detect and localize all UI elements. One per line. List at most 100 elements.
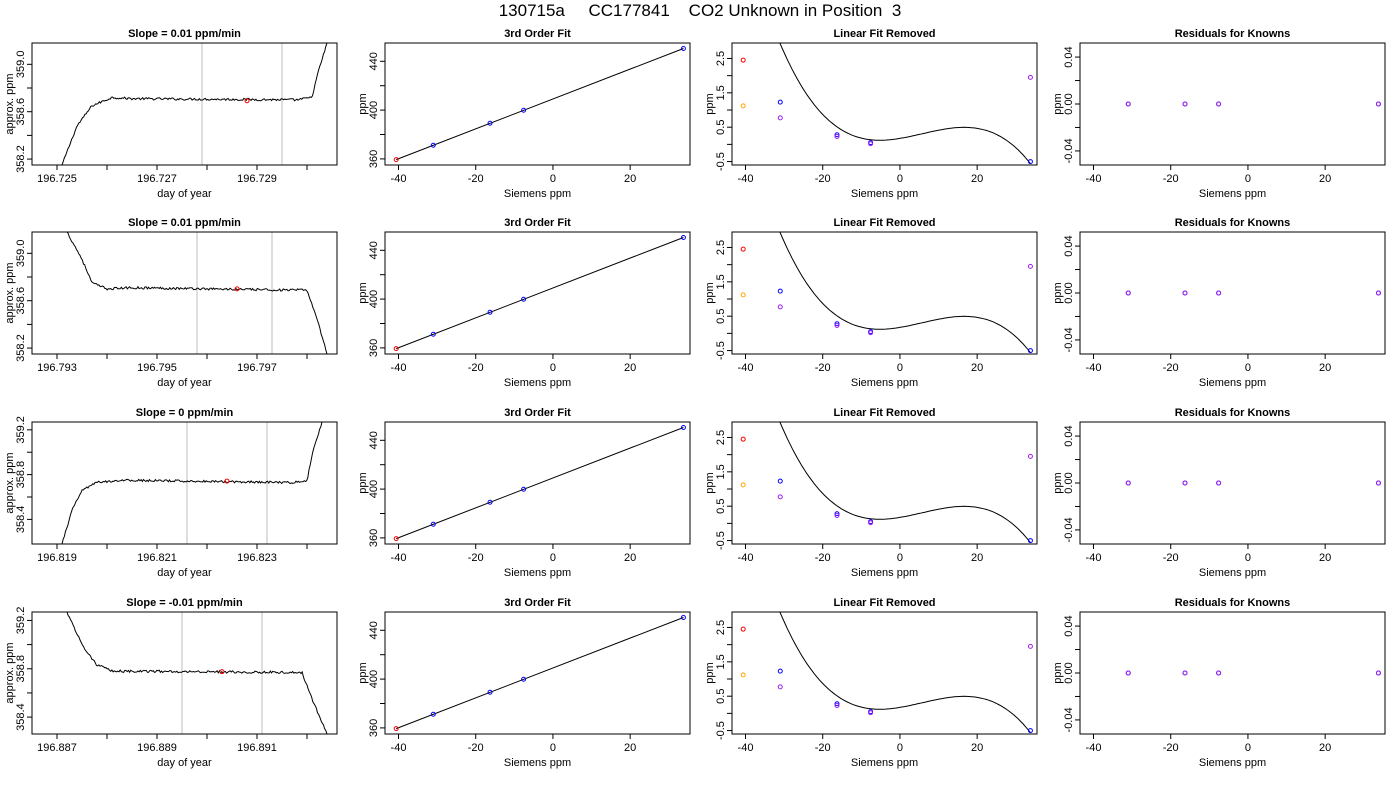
x-tick-label: -20 (468, 362, 484, 374)
x-tick-label: 196.823 (237, 552, 277, 564)
x-tick-label: -40 (738, 742, 754, 754)
x-tick-label: 20 (624, 742, 636, 754)
panel-time-series-row-4: Slope = -0.01 ppm/min 196.887 196.889 196.8… (4, 597, 338, 769)
panel-title: Linear Fit Removed (833, 28, 935, 40)
plot-frame (731, 611, 1038, 735)
x-tick-label: 20 (624, 362, 636, 374)
data-point (1216, 480, 1222, 486)
y-tick-label: 2.5 (715, 51, 727, 66)
panel-title: 3rd Order Fit (504, 28, 571, 40)
data-point (680, 424, 686, 430)
data-point (430, 331, 436, 337)
x-tick-label: 0 (1245, 742, 1251, 754)
fit-curve (779, 43, 1031, 165)
x-tick-label: -20 (1163, 173, 1179, 185)
x-tick-label: 20 (971, 742, 983, 754)
x-tick-label: 196.725 (37, 173, 77, 185)
y-tick-label: 0.00 (1063, 472, 1075, 493)
x-tick-label: 20 (971, 362, 983, 374)
y-axis-label: approx. ppm (4, 452, 16, 513)
y-tick-label: 358.6 (15, 287, 27, 315)
y-tick-label: 359.0 (15, 51, 27, 79)
y-axis-label: approx. ppm (4, 642, 16, 703)
panel-fit-row-4: 3rd Order Fit -40 -20 0 20 360 400 440 Siemens p… (357, 597, 691, 769)
data-point (834, 701, 840, 707)
plot-frame (31, 421, 338, 545)
panel-title: 3rd Order Fit (504, 217, 571, 229)
series-line (61, 43, 328, 165)
data-point (740, 57, 746, 63)
data-point (521, 486, 527, 492)
mean-point (224, 478, 230, 484)
y-tick-label: 358.8 (15, 655, 27, 683)
data-point (1125, 670, 1131, 676)
data-point (430, 142, 436, 148)
x-tick-label: -40 (391, 173, 407, 185)
y-axis-label: ppm (357, 282, 369, 303)
data-point (680, 614, 686, 620)
plot-frame (31, 611, 338, 735)
x-tick-label: 0 (1245, 362, 1251, 374)
y-axis-label: ppm (1052, 472, 1064, 493)
x-axis-label: Siemens ppm (851, 188, 918, 200)
fit-line (396, 427, 684, 540)
panel-linear-removed-row-2: Linear Fit Removed -40 -20 0 20 -0.5 0.5 1.5 2.5… (704, 217, 1038, 389)
y-tick-label: 0.04 (1063, 235, 1075, 256)
panel-fit-row-3: 3rd Order Fit -40 -20 0 20 360 400 440 Siemens p… (357, 407, 691, 579)
y-tick-label: 0.5 (715, 120, 727, 135)
y-tick-label: 0.00 (1063, 662, 1075, 683)
data-point (1375, 290, 1381, 296)
y-tick-label: 360 (368, 339, 380, 357)
y-tick-label: 1.5 (715, 464, 727, 479)
data-point (487, 309, 493, 315)
y-axis-label: ppm (704, 472, 716, 493)
y-tick-label: -0.04 (1063, 707, 1075, 732)
series-line (66, 612, 328, 734)
panel-residuals-row-3: Residuals for Knowns -40 -20 0 20 -0.04 0.00 0.… (1052, 407, 1386, 579)
data-point (487, 689, 493, 695)
panel-time-series-row-2: Slope = 0.01 ppm/min 196.793 196.795 196.79… (4, 217, 338, 389)
data-point (680, 45, 686, 51)
y-tick-label: -0.5 (715, 152, 727, 171)
data-point (740, 482, 746, 488)
plot-area (66, 232, 328, 354)
data-point (393, 536, 399, 542)
plot-area (61, 43, 328, 165)
x-tick-label: 196.821 (137, 552, 177, 564)
data-point (777, 478, 783, 484)
y-tick-label: 358.2 (15, 334, 27, 362)
panel-residuals-row-4: Residuals for Knowns -40 -20 0 20 -0.04 0.00 0.… (1052, 597, 1386, 769)
data-point (740, 436, 746, 442)
x-tick-label: -20 (815, 362, 831, 374)
plot-area (740, 612, 1033, 734)
panel-title: Slope = 0.01 ppm/min (128, 217, 241, 229)
data-point (1125, 101, 1131, 107)
plot-frame (731, 421, 1038, 545)
data-point (1027, 348, 1033, 354)
panel-fit-row-2: 3rd Order Fit -40 -20 0 20 360 400 440 Siemens p… (357, 217, 691, 389)
plot-area (740, 43, 1033, 165)
x-axis-label: Siemens ppm (1199, 188, 1266, 200)
panel-linear-removed-row-1: Linear Fit Removed -40 -20 0 20 -0.5 0.5 1.5 2.5… (704, 28, 1038, 200)
fit-line (396, 617, 684, 730)
x-tick-label: 0 (897, 173, 903, 185)
x-axis-label: Siemens ppm (504, 567, 571, 579)
data-point (777, 668, 783, 674)
y-axis-label: ppm (704, 282, 716, 303)
y-tick-label: 0.00 (1063, 282, 1075, 303)
data-point (834, 702, 840, 708)
y-tick-label: 400 (368, 480, 380, 498)
data-point (1375, 101, 1381, 107)
x-tick-label: -40 (738, 173, 754, 185)
plot-frame (1079, 231, 1386, 355)
x-tick-label: 20 (971, 173, 983, 185)
x-tick-label: 196.889 (137, 742, 177, 754)
data-point (1375, 480, 1381, 486)
x-tick-label: -40 (1086, 173, 1102, 185)
y-axis-label: ppm (357, 93, 369, 114)
series-line (61, 422, 323, 544)
x-tick-label: 0 (550, 552, 556, 564)
y-tick-label: 2.5 (715, 240, 727, 255)
y-axis-label: approx. ppm (4, 262, 16, 323)
